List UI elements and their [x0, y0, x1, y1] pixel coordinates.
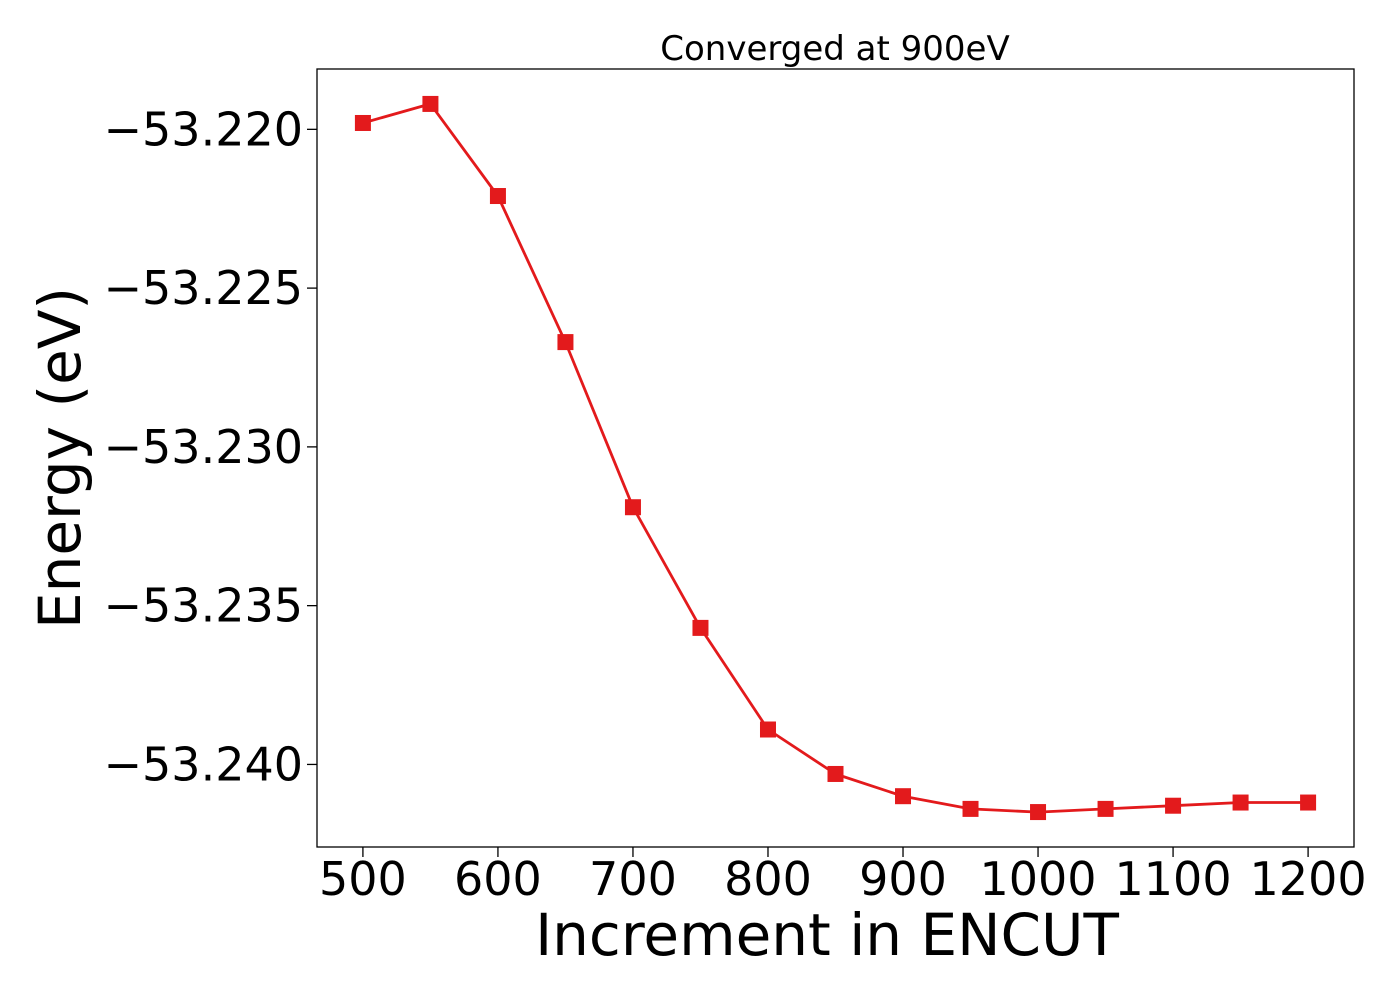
y-tick-label: −53.240 — [104, 737, 304, 791]
y-axis-label: Energy (eV) — [26, 287, 94, 629]
data-point-marker — [1097, 800, 1114, 817]
y-tick-label: −53.235 — [104, 579, 304, 633]
x-tick-label: 500 — [319, 852, 407, 906]
data-point-marker — [489, 188, 506, 205]
data-point-marker — [1030, 804, 1047, 821]
y-tick-label: −53.225 — [104, 261, 304, 315]
data-point-marker — [1165, 797, 1182, 814]
x-tick-label: 1200 — [1250, 852, 1367, 906]
data-point-marker — [692, 619, 709, 636]
data-point-marker — [422, 95, 439, 112]
x-tick-label: 1100 — [1115, 852, 1232, 906]
x-tick-label: 700 — [589, 852, 677, 906]
series-line — [362, 102, 1309, 814]
x-axis-label: Increment in ENCUT — [535, 901, 1119, 969]
data-point-marker — [1300, 794, 1317, 811]
chart-title: Converged at 900eV — [660, 29, 1009, 69]
y-axis-ticks: −53.220 −53.225 −53.230 −53.235 −53.240 — [104, 102, 317, 791]
plot-area-frame — [316, 68, 1355, 848]
x-tick-label: 600 — [454, 852, 542, 906]
x-tick-label: 900 — [859, 852, 947, 906]
x-tick-label: 800 — [724, 852, 812, 906]
x-axis-ticks: 500 600 700 800 900 1000 1100 1200 — [319, 847, 1367, 906]
data-point-marker — [895, 788, 912, 805]
x-tick-label: 1000 — [980, 852, 1097, 906]
data-point-marker — [557, 334, 574, 351]
data-point-marker — [759, 721, 776, 738]
data-point-marker — [827, 765, 844, 782]
data-point-marker — [962, 800, 979, 817]
data-point-marker — [1232, 794, 1249, 811]
data-point-marker — [624, 499, 641, 516]
series-layer — [354, 95, 1317, 821]
y-tick-label: −53.230 — [104, 420, 304, 474]
y-tick-label: −53.220 — [104, 102, 304, 156]
data-point-marker — [354, 114, 371, 131]
